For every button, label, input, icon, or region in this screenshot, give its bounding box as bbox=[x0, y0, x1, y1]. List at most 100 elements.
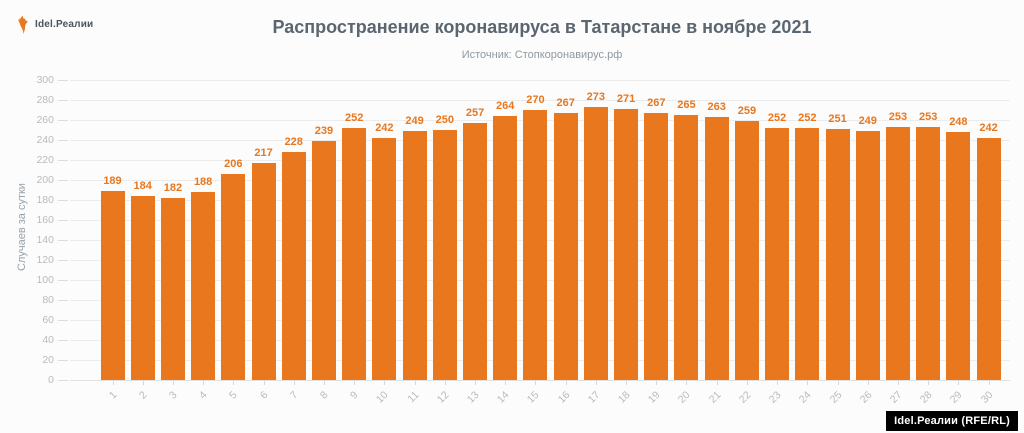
x-axis-tick-label: 21 bbox=[706, 389, 724, 406]
x-axis-tick-label: 6 bbox=[257, 389, 271, 402]
bar bbox=[372, 138, 397, 380]
bar-value-label: 273 bbox=[586, 91, 606, 103]
x-axis-tick-label: 12 bbox=[434, 389, 452, 406]
y-axis-tick-label: 0 bbox=[48, 374, 54, 386]
x-axis-tick-label: 20 bbox=[676, 389, 693, 406]
x-axis-tick-label: 16 bbox=[555, 389, 573, 406]
y-axis-tick bbox=[58, 120, 68, 121]
bar bbox=[644, 113, 669, 380]
bar-value-label: 188 bbox=[193, 176, 213, 188]
x-axis-tick bbox=[837, 381, 839, 385]
y-axis-tick-label: 260 bbox=[36, 114, 54, 126]
bar bbox=[130, 196, 155, 380]
y-axis-tick-label: 200 bbox=[36, 174, 54, 186]
bar-value-label: 257 bbox=[465, 107, 485, 119]
bar-value-label: 264 bbox=[496, 100, 515, 112]
y-axis-tick-label: 160 bbox=[36, 214, 54, 226]
x-axis-tick bbox=[112, 381, 114, 385]
x-axis-tick-label: 23 bbox=[766, 389, 784, 406]
x-axis-tick-label: 1 bbox=[106, 389, 119, 402]
bar-value-label: 270 bbox=[526, 94, 545, 106]
y-axis-tick-label: 120 bbox=[36, 254, 54, 266]
bar-value-label: 271 bbox=[616, 93, 636, 105]
x-axis-tick bbox=[323, 381, 325, 385]
x-axis-tick-label: 13 bbox=[464, 389, 482, 406]
x-axis-tick bbox=[807, 381, 809, 385]
bar-value-label: 182 bbox=[163, 182, 183, 194]
bar-value-label: 251 bbox=[828, 113, 847, 125]
x-axis-tick-label: 10 bbox=[374, 389, 391, 406]
x-axis-tick-label: 8 bbox=[317, 389, 331, 402]
x-axis-tick bbox=[354, 381, 356, 385]
bar-value-label: 253 bbox=[888, 111, 908, 123]
bar-value-label: 248 bbox=[949, 116, 968, 128]
x-axis-tick-label: 2 bbox=[136, 389, 150, 402]
bar bbox=[795, 128, 820, 380]
bar bbox=[885, 127, 910, 380]
x-axis-tick-label: 17 bbox=[585, 389, 603, 406]
x-axis-tick bbox=[505, 381, 507, 385]
x-axis-tick bbox=[656, 381, 658, 385]
bar bbox=[160, 198, 185, 380]
bar-value-label: 189 bbox=[103, 175, 122, 187]
x-axis-tick bbox=[777, 381, 779, 385]
bar-value-label: 242 bbox=[979, 122, 998, 134]
bar bbox=[191, 192, 216, 380]
gridline bbox=[70, 380, 1010, 381]
x-axis-tick bbox=[595, 381, 597, 385]
bar bbox=[311, 141, 336, 380]
y-axis-tick-label: 300 bbox=[36, 74, 54, 86]
bar bbox=[825, 129, 850, 380]
x-axis-tick-label: 19 bbox=[646, 389, 663, 406]
x-axis-tick bbox=[958, 381, 960, 385]
chart-subtitle: Источник: Стопкоронавирус.рф bbox=[461, 49, 623, 61]
x-axis-tick-label: 18 bbox=[615, 389, 633, 406]
y-axis-tick-label: 220 bbox=[36, 154, 54, 166]
x-axis-tick-label: 4 bbox=[196, 389, 210, 402]
x-axis-tick bbox=[565, 381, 567, 385]
bar bbox=[402, 131, 427, 380]
bar-value-label: 249 bbox=[405, 115, 424, 127]
x-axis-tick bbox=[293, 381, 295, 385]
bar-value-label: 259 bbox=[737, 105, 757, 117]
y-axis-tick-label: 60 bbox=[42, 314, 54, 326]
x-axis-tick bbox=[867, 381, 869, 385]
bar bbox=[432, 130, 457, 380]
bar bbox=[221, 174, 246, 380]
x-axis-tick bbox=[263, 381, 265, 385]
y-axis-tick bbox=[58, 200, 68, 201]
bar-value-label: 263 bbox=[707, 101, 726, 113]
x-axis-tick bbox=[716, 381, 718, 385]
bar bbox=[734, 121, 759, 380]
y-axis-tick bbox=[58, 100, 68, 101]
x-axis-tick bbox=[414, 381, 416, 385]
gridline bbox=[70, 100, 1010, 101]
x-axis-tick bbox=[686, 381, 688, 385]
x-axis-tick bbox=[928, 381, 930, 385]
x-axis-tick bbox=[233, 381, 235, 385]
y-axis-tick bbox=[58, 240, 68, 241]
y-axis-tick-label: 80 bbox=[42, 294, 54, 306]
bar bbox=[493, 116, 518, 380]
bar-value-label: 253 bbox=[918, 111, 938, 123]
bar bbox=[976, 138, 1001, 380]
y-axis-tick-label: 140 bbox=[36, 234, 54, 246]
x-axis-tick-label: 7 bbox=[287, 389, 301, 402]
gridline bbox=[70, 80, 1010, 81]
y-axis-tick bbox=[58, 260, 68, 261]
x-axis-tick-label: 9 bbox=[348, 389, 361, 402]
x-axis-tick bbox=[444, 381, 446, 385]
x-axis-tick bbox=[988, 381, 990, 385]
y-axis-tick bbox=[58, 300, 68, 301]
bar-value-label: 228 bbox=[284, 136, 303, 148]
bar-value-label: 242 bbox=[375, 122, 394, 134]
y-axis-tick-label: 240 bbox=[36, 134, 54, 146]
x-axis-tick-label: 22 bbox=[736, 389, 754, 406]
x-axis-tick-label: 15 bbox=[525, 389, 542, 406]
y-axis-tick bbox=[58, 220, 68, 221]
bar-value-label: 217 bbox=[254, 147, 273, 159]
y-axis-tick-label: 280 bbox=[36, 94, 54, 106]
bar bbox=[583, 107, 608, 380]
y-axis-tick-label: 40 bbox=[42, 334, 54, 346]
